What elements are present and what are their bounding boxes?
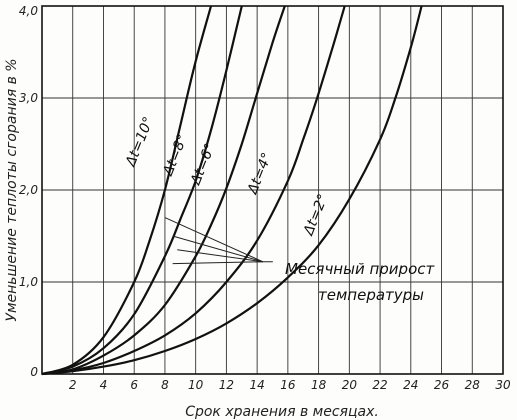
- x-tick-label: 28: [465, 378, 481, 392]
- curve-label: Δt=2°: [300, 192, 331, 239]
- annotation-leader-1: [172, 235, 263, 263]
- x-tick-label: 18: [311, 378, 327, 392]
- y-tick-label: 4,0: [19, 4, 38, 18]
- x-tick-label: 10: [188, 378, 204, 392]
- x-axis-title: Срок хранения в месяцах.: [185, 404, 379, 420]
- series-curve-4: [41, 5, 423, 376]
- x-tick-label: 30: [495, 378, 511, 392]
- x-tick-label: 22: [372, 378, 387, 392]
- x-tick-label: 8: [161, 378, 169, 392]
- curve-label: Δt=10°: [123, 115, 158, 170]
- grid: [42, 5, 504, 375]
- annotation-line-2: температуры: [318, 286, 424, 304]
- annotation-line-1: Месячный прирост: [285, 260, 435, 278]
- x-tick-label: 16: [280, 378, 296, 392]
- x-tick-label: 26: [434, 378, 450, 392]
- y-tick-label: 0: [30, 365, 38, 379]
- y-tick-label: 1,0: [19, 275, 38, 289]
- x-tick-label: 24: [403, 378, 418, 392]
- y-tick-label: 2,0: [19, 183, 38, 197]
- series-curve-2: [41, 5, 286, 376]
- curve-label: Δt=6°: [188, 141, 219, 188]
- x-tick-label: 4: [100, 378, 108, 392]
- x-tick-label: 6: [130, 378, 138, 392]
- y-tick-label: 3,0: [19, 91, 38, 105]
- annotation-leader-3: [172, 261, 263, 265]
- annotation-leader-2: [177, 249, 263, 263]
- y-tick-labels: 0 1,0 2,0 3,0 4,0: [19, 4, 38, 379]
- series-curve-0: [41, 5, 213, 376]
- series-curve-3: [41, 5, 346, 376]
- plot-frame: [41, 5, 504, 375]
- x-tick-label: 14: [249, 378, 264, 392]
- annotation-leader-0: [164, 217, 264, 263]
- x-tick-label: 2: [69, 378, 77, 392]
- curve-labels: Δt=10° Δt=8°Δt=6° Δt=4°Δt=2°: [123, 115, 332, 239]
- x-tick-label: 12: [219, 378, 234, 392]
- annotation-leaders: [164, 217, 273, 265]
- x-tick-label: 20: [342, 378, 358, 392]
- y-axis-title: Уменьшение теплоты сгорания в %: [4, 58, 20, 321]
- x-tick-labels: 2 4 6 8 10 12 14 16 18 20 22 24 26 28 30: [69, 378, 511, 392]
